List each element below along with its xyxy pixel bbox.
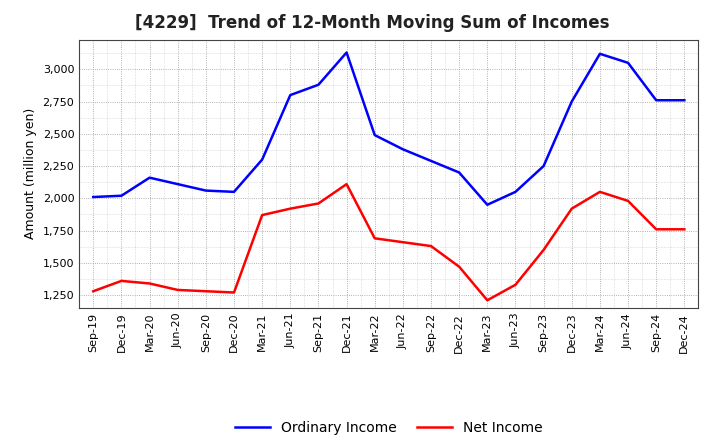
Net Income (567, 206, 576, 211)
Net Income (399, 239, 408, 245)
Net Income (314, 201, 323, 206)
Net Income (258, 213, 266, 218)
Ordinary Income (455, 170, 464, 175)
Net Income (202, 289, 210, 294)
Net Income (174, 287, 182, 293)
Net Income (145, 281, 154, 286)
Ordinary Income (595, 51, 604, 56)
Net Income (370, 236, 379, 241)
Ordinary Income (117, 193, 126, 198)
Net Income (539, 247, 548, 253)
Ordinary Income (258, 157, 266, 162)
Y-axis label: Amount (million yen): Amount (million yen) (24, 108, 37, 239)
Net Income (624, 198, 632, 204)
Ordinary Income (483, 202, 492, 207)
Text: [4229]  Trend of 12-Month Moving Sum of Incomes: [4229] Trend of 12-Month Moving Sum of I… (135, 15, 609, 33)
Net Income (230, 290, 238, 295)
Net Income (89, 289, 98, 294)
Ordinary Income (342, 50, 351, 55)
Net Income (483, 297, 492, 303)
Net Income (595, 189, 604, 194)
Ordinary Income (680, 98, 688, 103)
Net Income (511, 282, 520, 287)
Ordinary Income (174, 181, 182, 187)
Net Income (117, 278, 126, 283)
Net Income (455, 264, 464, 269)
Line: Ordinary Income: Ordinary Income (94, 52, 684, 205)
Ordinary Income (652, 98, 660, 103)
Ordinary Income (399, 147, 408, 152)
Ordinary Income (202, 188, 210, 193)
Ordinary Income (89, 194, 98, 200)
Net Income (427, 243, 436, 249)
Ordinary Income (624, 60, 632, 66)
Ordinary Income (230, 189, 238, 194)
Line: Net Income: Net Income (94, 184, 684, 300)
Net Income (342, 181, 351, 187)
Net Income (652, 227, 660, 232)
Ordinary Income (511, 189, 520, 194)
Net Income (286, 206, 294, 211)
Ordinary Income (567, 99, 576, 104)
Net Income (680, 227, 688, 232)
Ordinary Income (539, 163, 548, 169)
Ordinary Income (427, 158, 436, 164)
Ordinary Income (314, 82, 323, 88)
Ordinary Income (145, 175, 154, 180)
Legend: Ordinary Income, Net Income: Ordinary Income, Net Income (229, 415, 549, 440)
Ordinary Income (286, 92, 294, 98)
Ordinary Income (370, 132, 379, 138)
